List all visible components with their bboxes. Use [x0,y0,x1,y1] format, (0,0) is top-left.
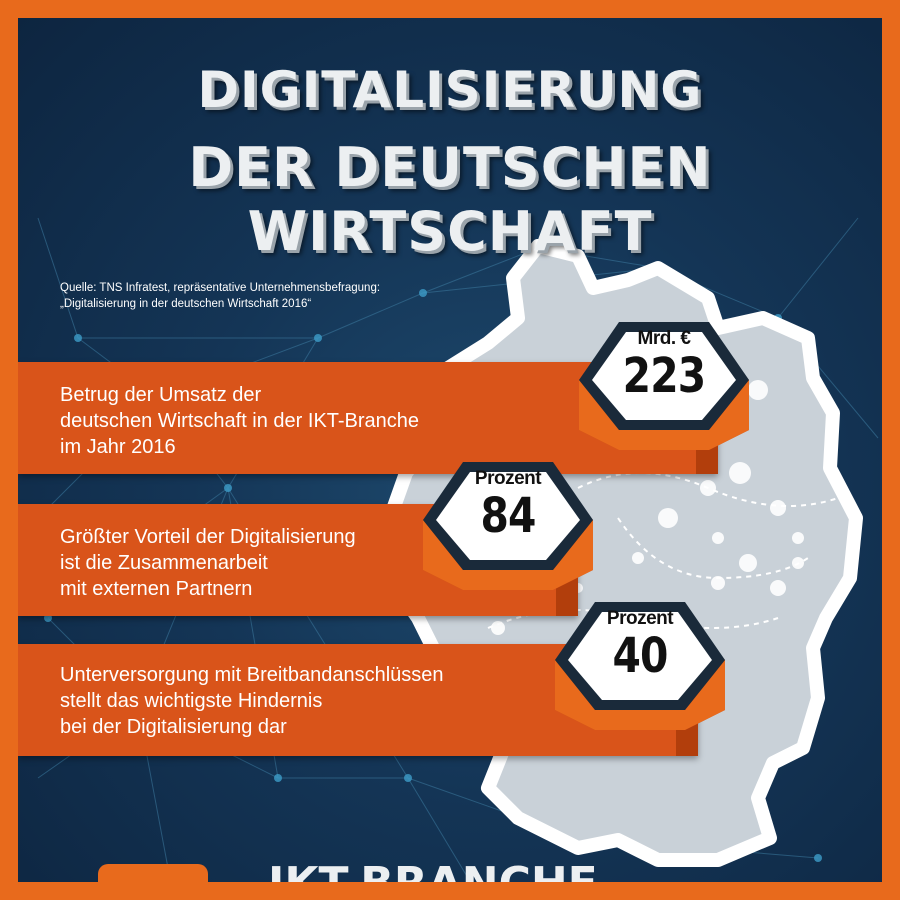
value-badge-2: Prozent 84 [418,450,608,610]
section-heading: IKT-BRANCHE [268,862,598,883]
hexagon-badge-icon [423,462,593,590]
value-number: 223 [622,348,706,404]
value-badge-3: Prozent 40 [550,590,740,750]
value-unit: Prozent [474,468,542,489]
fact-line: Betrug der Umsatz der [60,384,262,406]
value-unit: Mrd. € [637,328,691,349]
page-title: DIGITALISIERUNG DER DEUTSCHEN WIRTSCHAFT [18,58,882,264]
fact-text-1: Betrug der Umsatz der deutschen Wirtscha… [60,382,419,460]
fact-line: bei der Digitalisierung dar [60,716,287,738]
title-line-2: DER DEUTSCHEN WIRTSCHAFT [188,136,712,263]
title-line-1: DIGITALISIERUNG [197,61,703,119]
value-unit: Prozent [606,608,674,629]
section-chip [98,864,208,882]
source-note: Quelle: TNS Infratest, repräsentative Un… [60,280,440,312]
value-badge-1: Mrd. € 223 [574,310,764,470]
hexagon-badge-icon [579,322,749,450]
fact-text-2: Größter Vorteil der Digitalisierung ist … [60,524,356,602]
fact-line: Unterversorgung mit Breitbandanschlüssen [60,664,444,686]
fact-line: deutschen Wirtschaft in der IKT-Branche [60,410,420,432]
fact-line: stellt das wichtigste Hindernis [60,690,323,712]
value-number: 40 [612,628,668,684]
infographic-frame: DIGITALISIERUNG DER DEUTSCHEN WIRTSCHAFT… [18,18,882,882]
source-line-2: „Digitalisierung in der deutschen Wirtsc… [60,298,312,310]
fact-line: im Jahr 2016 [60,436,176,458]
fact-text-3: Unterversorgung mit Breitbandanschlüssen… [60,662,444,740]
bottom-section-peek: IKT-BRANCHE [18,858,882,882]
source-line-1: Quelle: TNS Infratest, repräsentative Un… [60,282,381,294]
fact-line: Größter Vorteil der Digitalisierung [60,526,356,548]
hexagon-badge-icon [555,602,725,730]
value-number: 84 [480,488,536,544]
fact-line: mit externen Partnern [60,578,253,600]
fact-line: ist die Zusammenarbeit [60,552,268,574]
